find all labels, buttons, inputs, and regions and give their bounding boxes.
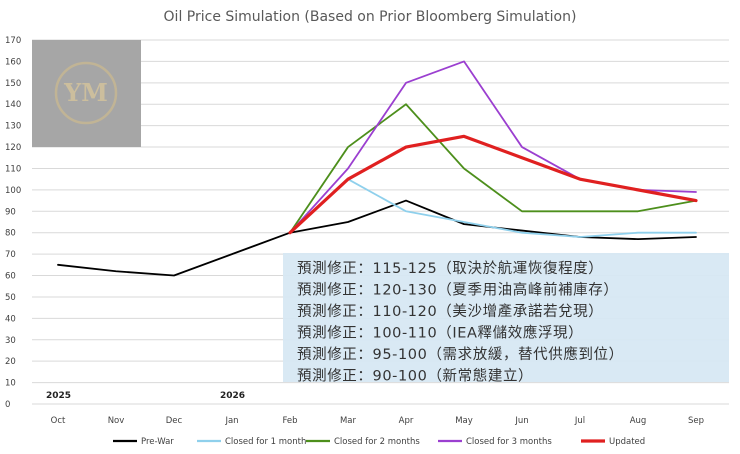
annotation-line: 預測修正：90-100（新常態建立） [297, 368, 533, 385]
watermark-text: YM [63, 78, 108, 107]
y-tick-label: 10 [5, 379, 16, 389]
x-tick-label: Mar [340, 416, 357, 426]
x-tick-label: Apr [399, 416, 414, 426]
y-tick-label: 130 [5, 122, 21, 132]
y-tick-label: 70 [5, 250, 16, 260]
x-tick-label: Oct [51, 416, 66, 426]
legend-label: Pre-War [141, 437, 174, 447]
grid-lines [32, 39, 729, 405]
x-tick-label: Jul [574, 416, 585, 426]
x-tick-label: Jan [224, 416, 238, 426]
x-tick-label: Jun [514, 416, 528, 426]
forecast-annotation-box: 預測修正：115-125（取決於航運恢復程度） 預測修正：120-130（夏季用油… [283, 253, 729, 385]
y-tick-label: 160 [5, 57, 21, 67]
annotation-line: 預測修正：100-110（IEA釋儲效應浮現） [297, 324, 583, 342]
legend-label: Closed for 3 months [466, 437, 552, 447]
legend-label: Closed for 1 month [225, 437, 306, 447]
x-tick-label: Feb [282, 416, 297, 426]
year-label: 2026 [220, 391, 245, 401]
annotation-line: 預測修正：115-125（取決於航運恢復程度） [297, 260, 603, 277]
y-tick-label: 0 [5, 400, 10, 410]
legend-label: Closed for 2 months [334, 437, 420, 447]
watermark-logo: YM [32, 40, 141, 147]
y-tick-label: 40 [5, 314, 16, 324]
legend-label: Updated [609, 437, 645, 447]
y-tick-label: 140 [5, 100, 21, 110]
y-tick-label: 110 [5, 164, 21, 174]
y-tick-label: 80 [5, 229, 16, 239]
annotation-line: 預測修正：120-130（夏季用油高峰前補庫存） [297, 282, 618, 299]
series-line [57, 199, 697, 277]
y-axis-ticks: 0 10 20 30 40 50 60 70 80 90 100 110 120 130 140 150 160… [5, 36, 21, 410]
series-line [289, 103, 697, 234]
y-tick-label: 30 [5, 336, 16, 346]
year-label: 2025 [46, 391, 71, 401]
year-labels: 2025 2026 [46, 391, 245, 401]
chart-title: Oil Price Simulation (Based on Prior Blo… [164, 9, 577, 25]
series-lines [57, 60, 698, 277]
x-axis-ticks: Oct Nov Dec Jan Feb Mar Apr May Jun Jul Aug Sep [51, 416, 704, 426]
y-tick-label: 90 [5, 207, 16, 217]
x-tick-label: Aug [630, 416, 647, 426]
series-line [289, 178, 697, 238]
series-line [288, 134, 698, 235]
x-tick-label: Sep [688, 416, 704, 426]
x-tick-label: May [455, 416, 473, 426]
y-tick-label: 60 [5, 272, 16, 282]
x-tick-label: Dec [166, 416, 183, 426]
y-tick-label: 150 [5, 79, 21, 89]
annotation-line: 預測修正：110-120（美沙增產承諾若兌現） [297, 303, 603, 320]
y-tick-label: 20 [5, 357, 16, 367]
annotation-line: 預測修正：95-100（需求放緩，替代供應到位） [297, 345, 624, 363]
y-tick-label: 170 [5, 36, 21, 46]
y-tick-label: 120 [5, 143, 21, 153]
legend: Pre-War Closed for 1 month Closed for 2 mo… [113, 437, 645, 447]
x-tick-label: Nov [108, 416, 125, 426]
y-tick-label: 100 [5, 186, 21, 196]
y-tick-label: 50 [5, 293, 16, 303]
